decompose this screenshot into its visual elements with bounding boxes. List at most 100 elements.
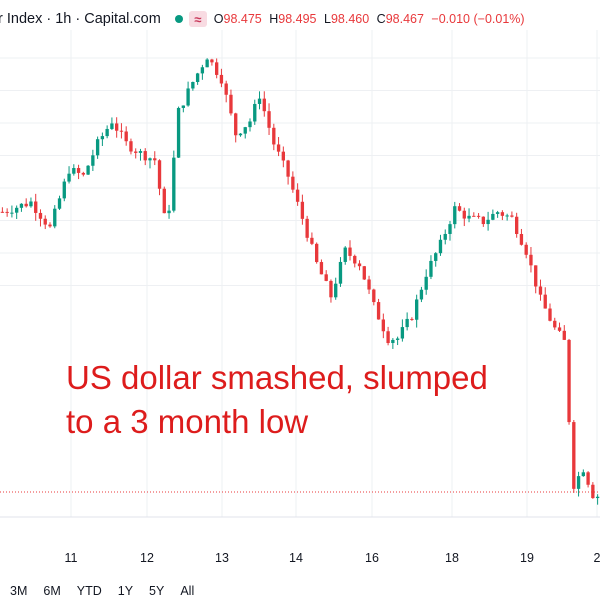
candle-body bbox=[572, 422, 576, 489]
candle-body bbox=[143, 151, 147, 161]
candle bbox=[191, 81, 195, 91]
range-ytd-button[interactable]: YTD bbox=[76, 584, 102, 598]
candle bbox=[567, 338, 571, 425]
candle bbox=[29, 197, 33, 208]
candle bbox=[467, 208, 471, 223]
candle-body bbox=[300, 201, 305, 219]
x-tick-label: 18 bbox=[445, 551, 459, 565]
chart-grid bbox=[0, 30, 600, 517]
candle-body bbox=[553, 320, 557, 328]
candle bbox=[457, 203, 462, 212]
candle bbox=[129, 138, 133, 155]
candle bbox=[400, 319, 405, 342]
high-value: 98.495 bbox=[278, 12, 317, 26]
candle-body bbox=[195, 73, 200, 83]
range-5y-button[interactable]: 5Y bbox=[149, 584, 165, 598]
annotation-line-2: to a 3 month low bbox=[66, 403, 309, 440]
candle-body bbox=[557, 327, 562, 331]
candle bbox=[157, 159, 162, 196]
candle-body bbox=[567, 339, 571, 423]
candle bbox=[491, 209, 495, 221]
candle-body bbox=[334, 283, 338, 298]
change-value: −0.010 (−0.01%) bbox=[431, 12, 525, 26]
candle bbox=[410, 317, 414, 321]
candle bbox=[315, 242, 319, 264]
candle-body bbox=[391, 339, 395, 344]
range-6m-button[interactable]: 6M bbox=[43, 584, 61, 598]
candle-body bbox=[224, 83, 228, 95]
candle-body bbox=[238, 133, 243, 136]
low-value: 98.460 bbox=[330, 12, 370, 26]
candle bbox=[295, 183, 300, 206]
candle-body bbox=[329, 280, 333, 298]
candle bbox=[472, 212, 476, 217]
range-all-button[interactable]: All bbox=[180, 584, 195, 598]
candle bbox=[334, 277, 338, 300]
candle bbox=[591, 482, 595, 499]
x-tick-label: 11 bbox=[65, 551, 78, 565]
candle-body bbox=[548, 308, 552, 321]
candle-body bbox=[157, 160, 162, 189]
candle bbox=[153, 151, 157, 166]
candle-body bbox=[15, 207, 19, 213]
candle bbox=[186, 81, 190, 107]
candle-body bbox=[315, 243, 319, 263]
range-1y-button[interactable]: 1Y bbox=[117, 584, 134, 598]
candle bbox=[291, 171, 295, 193]
high-label: H bbox=[269, 12, 279, 26]
candle-body bbox=[534, 265, 538, 287]
candle-body bbox=[291, 176, 295, 190]
candle bbox=[15, 205, 19, 220]
candle bbox=[462, 207, 466, 227]
candle-body bbox=[505, 215, 509, 217]
candle bbox=[57, 195, 62, 210]
candle bbox=[34, 193, 38, 221]
candle bbox=[0, 207, 5, 213]
candle bbox=[10, 205, 14, 218]
candle-body bbox=[262, 98, 266, 112]
candle bbox=[176, 106, 181, 158]
candle-body bbox=[324, 274, 328, 281]
candle bbox=[391, 338, 395, 349]
candle bbox=[143, 148, 147, 166]
candle bbox=[348, 240, 352, 261]
candle bbox=[367, 275, 371, 295]
candle bbox=[343, 246, 347, 265]
candle-body bbox=[62, 181, 66, 199]
wave-icon[interactable]: ≈ bbox=[188, 11, 207, 27]
candle bbox=[429, 255, 433, 280]
candle-body bbox=[243, 127, 247, 134]
candle-body bbox=[386, 331, 390, 344]
candle-body bbox=[353, 255, 357, 264]
candle bbox=[538, 279, 543, 301]
candle bbox=[362, 265, 366, 280]
candle bbox=[372, 288, 376, 306]
range-3m-button[interactable]: 3M bbox=[10, 584, 28, 598]
candle bbox=[534, 265, 538, 294]
candle bbox=[495, 210, 500, 218]
candle-body bbox=[424, 276, 428, 290]
candle bbox=[581, 469, 585, 477]
candle bbox=[486, 211, 490, 231]
candle bbox=[357, 260, 362, 271]
candle-body bbox=[434, 253, 438, 261]
candle-body bbox=[210, 59, 214, 63]
candle-body bbox=[38, 212, 43, 219]
close-value: 98.467 bbox=[385, 12, 424, 26]
candle-body bbox=[443, 233, 447, 240]
candle bbox=[505, 213, 509, 221]
candle bbox=[234, 112, 238, 143]
candle bbox=[553, 317, 557, 330]
candle bbox=[381, 313, 385, 339]
candle-body bbox=[305, 218, 309, 238]
candle-body bbox=[272, 127, 276, 145]
candle bbox=[515, 212, 519, 238]
ohlc-values: O98.475 H98.495 L98.460 C98.467 −0.010 (… bbox=[214, 12, 525, 26]
candle bbox=[210, 58, 214, 66]
candle-body bbox=[81, 172, 85, 175]
candle bbox=[324, 270, 328, 282]
symbol-title[interactable]: r Index · 1h · Capital.com bbox=[0, 11, 161, 27]
candle bbox=[300, 194, 305, 225]
candle-body bbox=[515, 216, 519, 234]
